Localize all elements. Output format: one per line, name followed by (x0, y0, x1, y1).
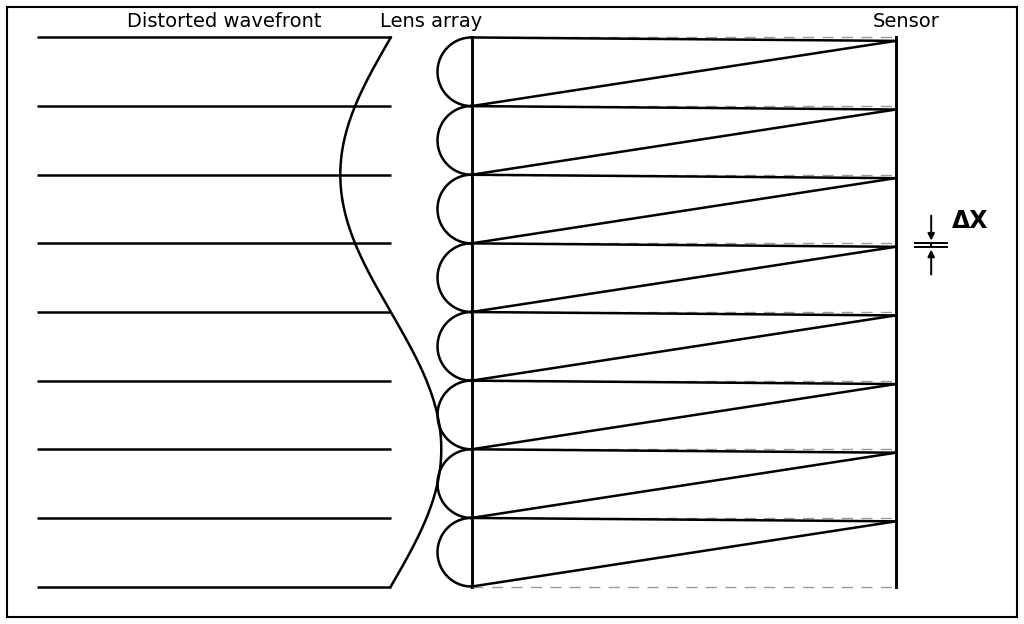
Text: Sensor: Sensor (872, 12, 939, 31)
Text: ΔX: ΔX (951, 208, 988, 233)
Text: Lens array: Lens array (380, 12, 482, 31)
Text: Distorted wavefront: Distorted wavefront (127, 12, 322, 31)
